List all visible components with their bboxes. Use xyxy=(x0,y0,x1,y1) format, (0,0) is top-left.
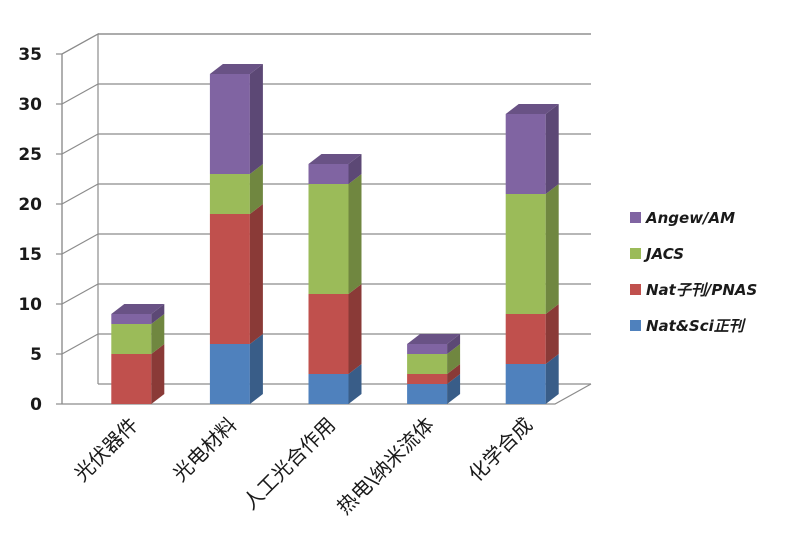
bar-front xyxy=(209,174,250,214)
bar-front xyxy=(407,384,448,404)
bar-front xyxy=(505,114,546,194)
y-tick-label: 15 xyxy=(18,245,42,265)
bar-side xyxy=(151,344,165,404)
bar-front xyxy=(308,374,349,404)
bar-front xyxy=(407,354,448,374)
bar-segment xyxy=(308,154,362,184)
gridline-side xyxy=(61,183,99,205)
bar-side xyxy=(348,174,362,294)
bar-top xyxy=(505,104,559,114)
bar-side xyxy=(447,334,461,354)
legend-item: Nat&Sci正刊 xyxy=(630,317,747,335)
bar-top xyxy=(209,64,263,74)
bar-front xyxy=(209,74,250,174)
bar-side xyxy=(348,364,362,404)
legend-label: Nat&Sci正刊 xyxy=(646,317,747,335)
bar-segment xyxy=(505,354,559,404)
bar-segment xyxy=(505,184,559,314)
bar-front xyxy=(308,164,349,184)
bar-segment xyxy=(308,174,362,294)
gridline-side xyxy=(61,233,99,255)
x-tick-label: 人工光合作用 xyxy=(238,413,340,515)
x-tick-label: 光伏器件 xyxy=(69,413,143,487)
legend-swatch xyxy=(630,212,641,223)
bar-side xyxy=(151,314,165,354)
bar-segment xyxy=(407,344,461,374)
gridline-side xyxy=(61,133,99,155)
bar-front xyxy=(209,344,250,404)
legend-label: Angew/AM xyxy=(645,209,735,227)
y-tick-label: 25 xyxy=(18,145,42,165)
bar-segment xyxy=(407,334,461,354)
bar-side xyxy=(249,204,263,344)
bar-front xyxy=(407,344,448,354)
bar-segment xyxy=(308,284,362,374)
bar-segment xyxy=(111,344,165,404)
bar-segment xyxy=(505,104,559,194)
bar-front xyxy=(111,354,152,404)
legend-swatch xyxy=(630,320,641,331)
y-tick-label: 5 xyxy=(30,345,42,365)
x-tick-label: 化学合成 xyxy=(464,413,538,487)
bar-side xyxy=(545,354,559,404)
bar-front xyxy=(505,364,546,404)
legend-label: JACS xyxy=(643,245,684,263)
bar-side xyxy=(249,334,263,404)
gridline-side xyxy=(61,283,99,305)
bar-side xyxy=(447,364,461,384)
bars xyxy=(111,64,559,404)
bar-side xyxy=(348,284,362,374)
bar-side xyxy=(151,304,165,324)
legend-item: JACS xyxy=(630,245,684,263)
y-tick-label: 0 xyxy=(30,395,42,415)
x-tick-label: 热电\纳米流体 xyxy=(332,413,439,520)
y-tick-label: 30 xyxy=(18,95,42,115)
bar-segment xyxy=(111,314,165,354)
bar-segment xyxy=(209,164,263,214)
bar-front xyxy=(505,314,546,364)
bar-segment xyxy=(505,304,559,364)
bar-segment xyxy=(111,304,165,324)
gridline-side xyxy=(61,83,99,105)
y-tick-label: 20 xyxy=(18,195,42,215)
legend-swatch xyxy=(630,284,641,295)
y-axis: 0 5 10 15 20 25 30 35 xyxy=(18,45,63,415)
legend: Angew/AM JACS Nat子刊/PNAS Nat&Sci正刊 xyxy=(630,209,757,335)
bar-front xyxy=(505,194,546,314)
bar-segment xyxy=(308,364,362,404)
bar-top xyxy=(111,304,165,314)
y-tick-label: 10 xyxy=(18,295,42,315)
bar-side xyxy=(545,104,559,194)
bar-front xyxy=(407,374,448,384)
bar-front xyxy=(111,324,152,354)
bar-front xyxy=(308,294,349,374)
bar-side xyxy=(249,64,263,174)
side-wall xyxy=(61,32,99,404)
bar-top xyxy=(407,334,461,344)
bar-side xyxy=(545,304,559,364)
gridline-side xyxy=(61,33,99,55)
bar-top xyxy=(308,154,362,164)
y-tick-label: 35 xyxy=(18,45,42,65)
bar-segment xyxy=(209,204,263,344)
legend-item: Nat子刊/PNAS xyxy=(630,281,757,299)
x-tick-label: 光电材料 xyxy=(168,413,242,487)
bar-segment xyxy=(209,64,263,174)
legend-swatch xyxy=(630,248,641,259)
bar-segment xyxy=(209,334,263,404)
legend-item: Angew/AM xyxy=(630,209,735,227)
bar-front xyxy=(209,214,250,344)
bar-front xyxy=(308,184,349,294)
bar-side xyxy=(249,164,263,214)
legend-label: Nat子刊/PNAS xyxy=(646,281,757,299)
gridline-side xyxy=(61,333,99,355)
bar-segment xyxy=(407,364,461,384)
bar-front xyxy=(111,314,152,324)
bar-side xyxy=(545,184,559,314)
